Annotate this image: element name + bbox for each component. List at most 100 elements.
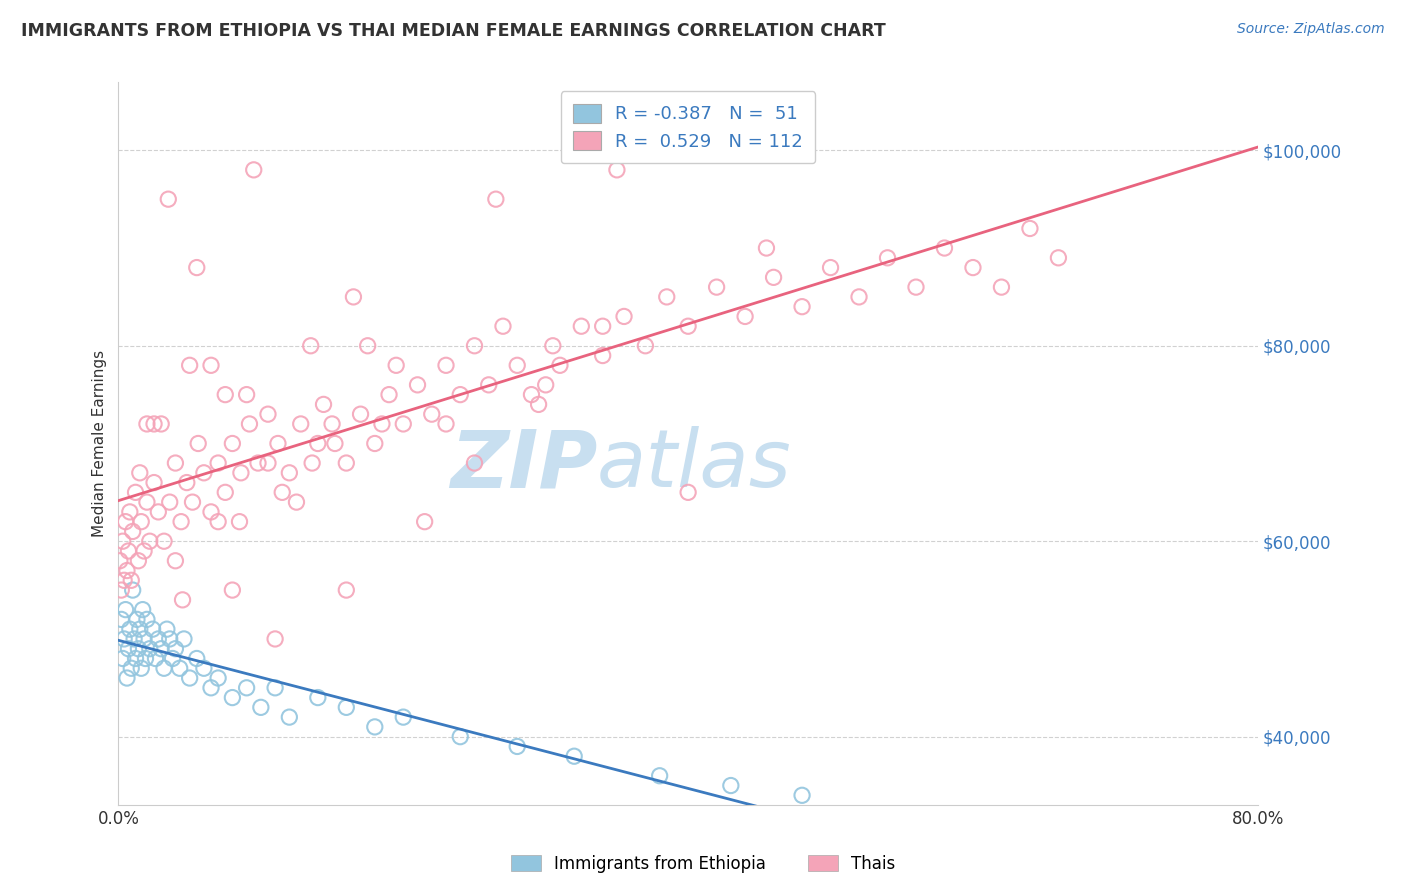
Point xyxy=(257,456,280,470)
Point xyxy=(378,387,401,401)
Point xyxy=(127,641,149,656)
Point xyxy=(676,485,699,500)
Point xyxy=(364,436,387,450)
Point xyxy=(115,564,138,578)
Point xyxy=(349,407,371,421)
Point xyxy=(172,592,194,607)
Point xyxy=(117,544,139,558)
Point xyxy=(548,359,571,373)
Point xyxy=(121,524,143,539)
Point xyxy=(648,769,671,783)
Point xyxy=(734,310,756,324)
Point xyxy=(186,651,208,665)
Point xyxy=(392,710,415,724)
Point xyxy=(111,534,134,549)
Point xyxy=(267,436,290,450)
Point xyxy=(139,534,162,549)
Point xyxy=(127,554,149,568)
Point xyxy=(228,515,250,529)
Point xyxy=(238,417,260,431)
Point xyxy=(150,641,173,656)
Point xyxy=(655,290,678,304)
Point xyxy=(114,515,136,529)
Point xyxy=(307,436,329,450)
Point xyxy=(156,622,179,636)
Point xyxy=(676,319,699,334)
Point xyxy=(114,602,136,616)
Point xyxy=(385,359,408,373)
Y-axis label: Median Female Earnings: Median Female Earnings xyxy=(93,350,107,537)
Point xyxy=(1019,221,1042,235)
Point xyxy=(143,417,166,431)
Point xyxy=(335,583,357,598)
Point xyxy=(117,641,139,656)
Point xyxy=(207,515,229,529)
Point xyxy=(143,475,166,490)
Point xyxy=(148,632,170,646)
Point xyxy=(179,671,201,685)
Point xyxy=(290,417,312,431)
Point xyxy=(122,632,145,646)
Point xyxy=(135,417,157,431)
Point xyxy=(1047,251,1070,265)
Point xyxy=(247,456,270,470)
Point xyxy=(200,359,222,373)
Point xyxy=(271,485,294,500)
Point xyxy=(193,466,215,480)
Text: IMMIGRANTS FROM ETHIOPIA VS THAI MEDIAN FEMALE EARNINGS CORRELATION CHART: IMMIGRANTS FROM ETHIOPIA VS THAI MEDIAN … xyxy=(21,22,886,40)
Point xyxy=(492,319,515,334)
Point xyxy=(131,602,153,616)
Point xyxy=(342,290,364,304)
Point xyxy=(278,710,301,724)
Point xyxy=(145,651,167,665)
Point xyxy=(285,495,308,509)
Point xyxy=(990,280,1012,294)
Point xyxy=(463,339,485,353)
Point xyxy=(135,612,157,626)
Point xyxy=(335,700,357,714)
Point xyxy=(506,739,529,754)
Point xyxy=(221,583,243,598)
Point xyxy=(264,681,287,695)
Point xyxy=(520,387,543,401)
Point xyxy=(125,612,148,626)
Point xyxy=(165,641,187,656)
Point xyxy=(159,632,181,646)
Point xyxy=(124,485,146,500)
Point xyxy=(169,661,191,675)
Point xyxy=(406,377,429,392)
Point xyxy=(962,260,984,275)
Point xyxy=(124,651,146,665)
Point xyxy=(157,192,180,206)
Point xyxy=(148,505,170,519)
Point xyxy=(142,622,165,636)
Point xyxy=(214,387,236,401)
Point xyxy=(153,534,176,549)
Point xyxy=(181,495,204,509)
Point xyxy=(132,632,155,646)
Point xyxy=(562,749,585,764)
Legend: R = -0.387   N =  51, R =  0.529   N = 112: R = -0.387 N = 51, R = 0.529 N = 112 xyxy=(561,91,815,163)
Point xyxy=(706,280,728,294)
Point xyxy=(755,241,778,255)
Point xyxy=(463,456,485,470)
Point xyxy=(173,632,195,646)
Point xyxy=(449,730,471,744)
Point xyxy=(110,612,132,626)
Point xyxy=(159,495,181,509)
Point xyxy=(139,641,162,656)
Point xyxy=(242,162,264,177)
Point xyxy=(112,574,135,588)
Point xyxy=(335,456,357,470)
Point xyxy=(153,661,176,675)
Point xyxy=(904,280,927,294)
Point xyxy=(307,690,329,705)
Point xyxy=(420,407,443,421)
Point xyxy=(790,300,813,314)
Point xyxy=(150,417,173,431)
Point xyxy=(264,632,287,646)
Point xyxy=(506,359,529,373)
Point xyxy=(301,456,323,470)
Point xyxy=(221,690,243,705)
Point xyxy=(132,544,155,558)
